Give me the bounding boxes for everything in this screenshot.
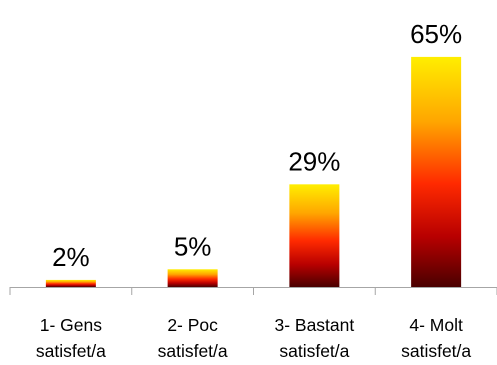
bar <box>411 56 462 288</box>
x-axis <box>9 287 497 295</box>
bar <box>289 184 340 287</box>
data-label: 2% <box>52 242 90 272</box>
data-label: 29% <box>288 146 340 176</box>
x-tick-label: satisfet/a <box>36 341 106 361</box>
data-labels: 2% 5% 29% 65% <box>52 19 462 272</box>
x-tick-label: 4- Molt <box>409 315 463 335</box>
bar <box>45 279 96 287</box>
x-tick-labels: 1- Gens satisfet/a 2- Poc satisfet/a 3- Bast… <box>36 315 472 361</box>
data-label: 65% <box>410 19 462 49</box>
x-tick-label: satisfet/a <box>401 341 471 361</box>
bars <box>45 56 462 288</box>
bar <box>167 269 218 287</box>
x-tick-label: satisfet/a <box>279 341 349 361</box>
x-tick-label: 2- Poc <box>167 315 218 335</box>
x-tick-label: 3- Bastant <box>274 315 354 335</box>
x-tick-label: satisfet/a <box>158 341 228 361</box>
data-label: 5% <box>174 231 212 261</box>
x-tick-label: 1- Gens <box>40 315 102 335</box>
